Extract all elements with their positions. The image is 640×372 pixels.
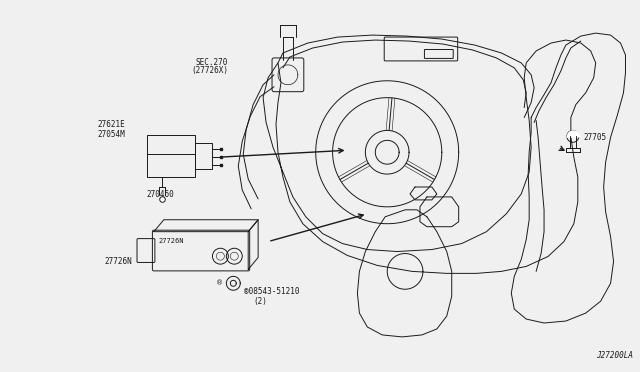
Text: 27705: 27705 [584, 133, 607, 142]
Text: (27726X): (27726X) [191, 66, 228, 76]
Text: (2): (2) [253, 296, 267, 306]
Text: J27200LA: J27200LA [596, 351, 633, 360]
Text: 27726N: 27726N [159, 238, 184, 244]
Text: ®08543-51210: ®08543-51210 [244, 287, 300, 296]
Text: 270460: 270460 [147, 190, 175, 199]
Text: 27054M: 27054M [97, 130, 125, 139]
Text: SEC.270: SEC.270 [196, 58, 228, 67]
Bar [147, 135, 195, 177]
Bar [195, 143, 212, 169]
Text: 27726N: 27726N [104, 257, 132, 266]
Text: 27621E: 27621E [97, 120, 125, 129]
Text: ®: ® [216, 280, 223, 286]
